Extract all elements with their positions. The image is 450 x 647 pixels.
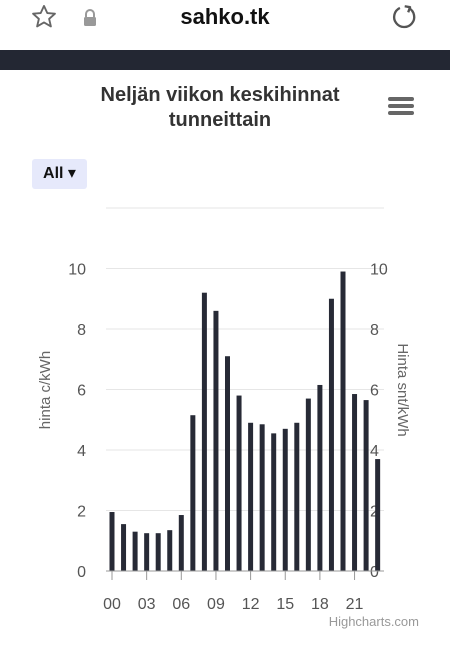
y-tick-label: 10 (68, 262, 86, 279)
y-tick-label-right: 8 (370, 322, 379, 339)
y-tick-label: 2 (77, 504, 86, 521)
y-axis-title-right: Hinta snt/kWh (394, 343, 411, 436)
url-text[interactable]: sahko.tk (180, 4, 270, 29)
y-tick-label: 4 (77, 443, 86, 460)
bar (155, 533, 161, 571)
x-tick-label: 00 (103, 596, 121, 613)
bar (375, 459, 381, 571)
bar (236, 395, 242, 571)
bar (305, 398, 311, 571)
chart-title-line-1: Neljän viikon keskihinnat (100, 84, 340, 106)
bar (259, 424, 265, 571)
x-tick-label: 18 (311, 596, 329, 613)
x-tick-label: 09 (207, 596, 225, 613)
chart-title-line-2: tunneittain (168, 109, 272, 131)
y-tick-label-right: 0 (370, 564, 379, 581)
y-tick-label-right: 6 (370, 383, 379, 400)
y-tick-label-right: 4 (370, 443, 379, 460)
bar (294, 422, 300, 571)
lock-icon (84, 9, 96, 26)
star-icon[interactable] (30, 3, 58, 31)
bar (282, 428, 288, 571)
bar (328, 298, 334, 571)
bar (317, 384, 323, 571)
y-tick-label-right: 10 (370, 262, 388, 279)
x-tick-label: 06 (172, 596, 190, 613)
bar (271, 433, 277, 571)
bar (352, 394, 358, 571)
range-selector-all[interactable]: All ▾ (32, 159, 87, 189)
y-tick-label-right: 2 (370, 504, 379, 521)
x-tick-label: 12 (242, 596, 260, 613)
bar (201, 292, 207, 571)
x-tick-label: 15 (276, 596, 294, 613)
bar (340, 271, 346, 571)
y-tick-label: 6 (77, 383, 86, 400)
bar (167, 530, 173, 571)
bar (190, 415, 196, 571)
chart-menu-icon[interactable] (388, 96, 414, 116)
x-tick-label: 03 (138, 596, 156, 613)
reload-icon[interactable] (390, 3, 418, 31)
header-band (0, 50, 450, 70)
bar (144, 533, 150, 571)
y-tick-label: 8 (77, 322, 86, 339)
bar (225, 356, 230, 571)
bar (109, 512, 115, 571)
y-axis-title: hinta c/kWh (37, 351, 54, 429)
bar (132, 531, 138, 571)
browser-toolbar: sahko.tk (0, 0, 450, 50)
bar (248, 422, 254, 571)
credits-link[interactable]: Highcharts.com (329, 614, 419, 629)
bar (121, 524, 127, 571)
bar (178, 515, 184, 571)
chart-title: Neljän viikon keskihinnat tunneittain (60, 83, 380, 133)
y-tick-label: 0 (77, 564, 86, 581)
bar (363, 400, 369, 571)
bar (213, 310, 219, 571)
x-tick-label: 21 (346, 596, 364, 613)
